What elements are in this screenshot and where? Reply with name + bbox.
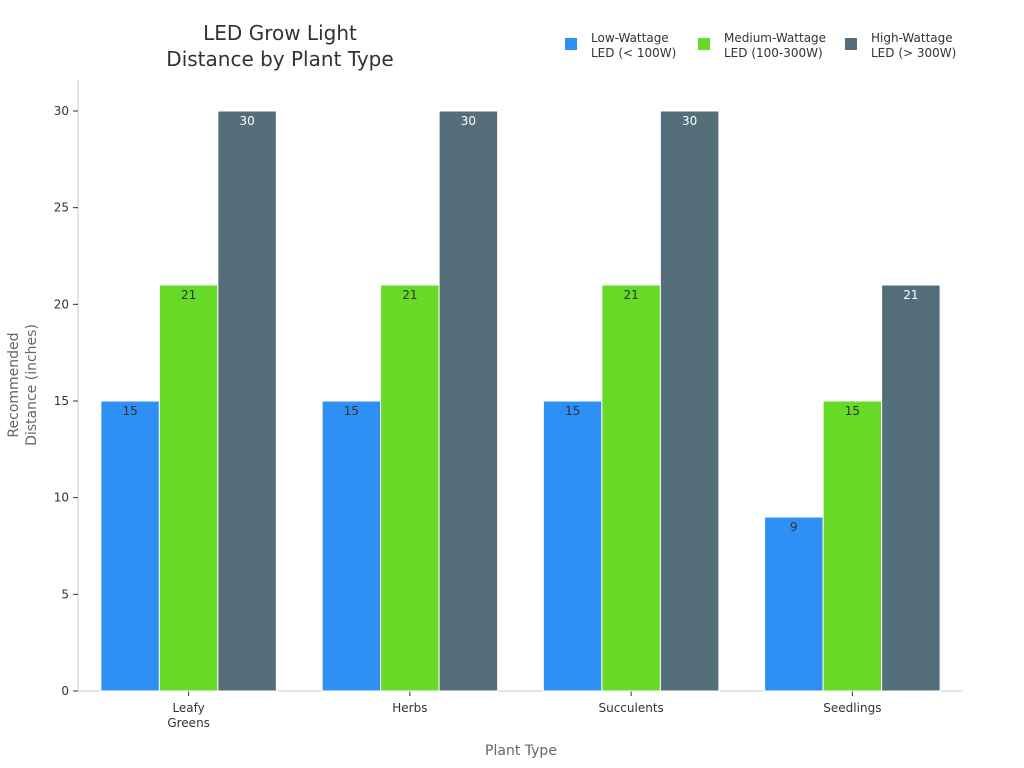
legend-label: Medium-Wattage <box>724 31 826 45</box>
x-axis-title: Plant Type <box>485 743 557 759</box>
y-tick-label: 10 <box>54 491 69 505</box>
legend-label: High-Wattage <box>871 31 953 45</box>
x-tick-label: Herbs <box>392 701 427 715</box>
data-label: 30 <box>239 114 254 128</box>
x-tick-label: Greens <box>167 716 210 730</box>
bar <box>542 400 603 692</box>
data-label: 15 <box>122 404 137 418</box>
y-tick-label: 20 <box>54 297 69 311</box>
data-label: 21 <box>623 288 638 302</box>
legend-swatch <box>845 38 857 50</box>
data-label: 15 <box>344 404 359 418</box>
x-tick-label: Seedlings <box>823 701 881 715</box>
y-tick-label: 5 <box>61 587 69 601</box>
bar <box>100 400 160 692</box>
legend-swatch <box>565 38 577 50</box>
legend-label: LED (< 100W) <box>591 46 676 60</box>
legend-label: LED (> 300W) <box>871 46 956 60</box>
data-label: 21 <box>181 288 196 302</box>
y-axis-title: Recommended <box>6 332 22 437</box>
data-label: 21 <box>903 288 918 302</box>
data-label: 30 <box>461 114 476 128</box>
y-tick-label: 30 <box>54 104 69 118</box>
bar <box>601 284 661 692</box>
bar <box>822 400 883 692</box>
legend-swatch <box>698 38 710 50</box>
y-tick-label: 25 <box>54 201 69 215</box>
x-tick-label: Succulents <box>598 701 663 715</box>
bar <box>380 284 440 692</box>
bar <box>881 284 941 692</box>
legend-label: Low-Wattage <box>591 31 669 45</box>
y-axis-title: Distance (inches) <box>24 324 40 446</box>
bar <box>321 400 382 692</box>
data-label: 9 <box>790 520 798 534</box>
x-tick-label: Leafy <box>172 701 204 715</box>
data-label: 30 <box>682 114 697 128</box>
bar <box>158 284 219 692</box>
bar <box>764 516 824 692</box>
chart-title: Distance by Plant Type <box>166 47 393 71</box>
y-tick-label: 0 <box>61 684 69 698</box>
y-tick-label: 15 <box>54 394 69 408</box>
chart-title: LED Grow Light <box>203 21 357 45</box>
legend-label: LED (100-300W) <box>724 46 823 60</box>
data-label: 15 <box>845 404 860 418</box>
bar <box>659 110 720 692</box>
bar <box>438 110 499 692</box>
bar <box>217 110 277 692</box>
data-label: 21 <box>402 288 417 302</box>
data-label: 15 <box>565 404 580 418</box>
